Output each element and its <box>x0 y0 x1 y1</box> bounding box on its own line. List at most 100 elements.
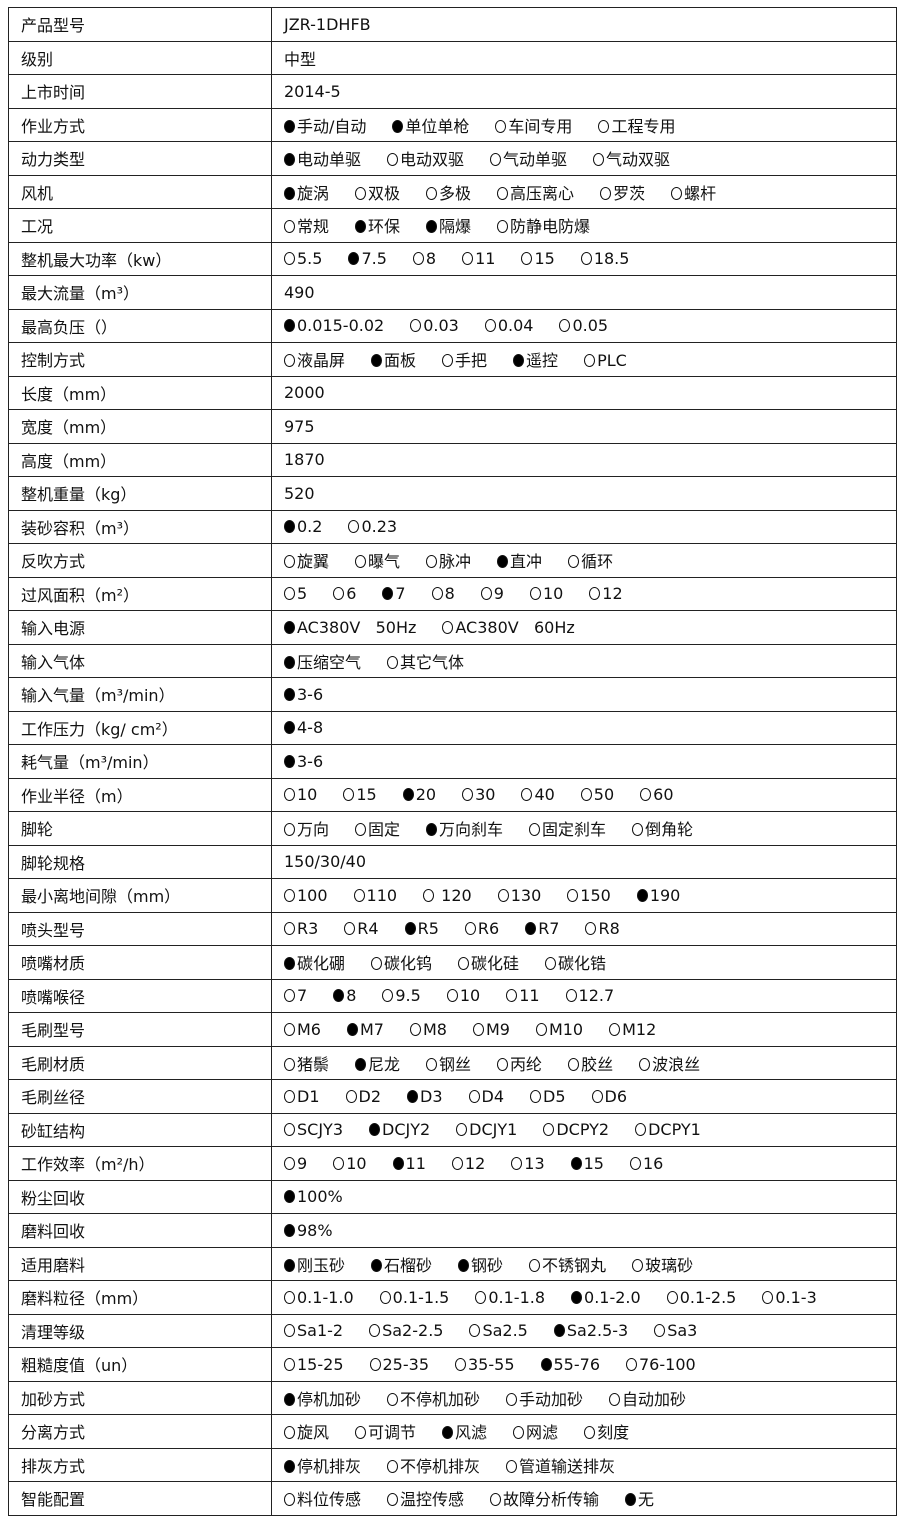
option-text: DCJY1 <box>469 1120 518 1140</box>
empty-circle-icon <box>545 957 557 971</box>
option-text: 0.03 <box>423 316 459 336</box>
option: 固定刹车 <box>529 816 606 840</box>
empty-circle-icon <box>462 788 474 802</box>
option-text: 100% <box>297 1187 343 1207</box>
option-text: 18.5 <box>593 249 630 269</box>
row-value: 3-6 <box>271 744 897 779</box>
empty-circle-icon <box>284 1089 295 1103</box>
row-value: 万向 固定 万向刹车 固定刹车 倒角轮 <box>271 811 897 846</box>
row-label: 粗糙度值（un） <box>8 1347 272 1382</box>
empty-circle-icon <box>409 1022 421 1036</box>
empty-circle-icon <box>598 119 610 133</box>
option-text: 98% <box>297 1220 333 1240</box>
option-text: 120 <box>436 885 472 905</box>
empty-circle-icon <box>521 788 533 802</box>
empty-circle-icon <box>589 587 601 601</box>
table-row: 喷嘴材质 碳化硼 碳化钨 碳化硅 碳化锆 <box>8 945 897 980</box>
empty-circle-icon <box>535 1022 547 1036</box>
empty-circle-icon <box>626 1357 637 1371</box>
empty-circle-icon <box>345 1089 357 1103</box>
filled-circle-icon <box>284 186 295 200</box>
empty-circle-icon <box>495 119 507 133</box>
option-text: 钢丝 <box>439 1054 472 1074</box>
empty-circle-icon <box>387 1392 399 1406</box>
option-text: 0.1-2.5 <box>679 1287 737 1307</box>
table-row: 整机最大功率（kw） 5.5 7.5 8 11 15 18.5 <box>8 241 897 276</box>
row-value: 5.5 7.5 8 11 15 18.5 <box>271 241 897 276</box>
option: 0.1-1.8 <box>475 1288 545 1307</box>
option: 11 <box>392 1154 426 1173</box>
empty-circle-icon <box>333 1156 345 1170</box>
empty-circle-icon <box>455 1357 466 1371</box>
option-text: R6 <box>477 919 500 939</box>
table-row: 工作效率（m²/h） 9 10 11 12 13 15 16 <box>8 1146 897 1181</box>
option: 不锈钢丸 <box>529 1252 606 1276</box>
empty-circle-icon <box>629 1156 641 1170</box>
filled-circle-icon <box>348 252 360 266</box>
row-label: 排灰方式 <box>8 1447 272 1482</box>
row-label: 最小离地间隙（mm） <box>8 878 272 913</box>
filled-circle-icon <box>284 721 295 735</box>
empty-circle-icon <box>353 888 365 902</box>
option: 7.5 <box>348 249 387 268</box>
row-label: 高度（mm） <box>8 442 272 477</box>
option: 40 <box>521 785 555 804</box>
row-value: 100 110 120 130 150 190 <box>271 878 897 913</box>
option-text: 波浪丝 <box>652 1054 701 1074</box>
empty-circle-icon <box>567 888 579 902</box>
row-label: 毛刷材质 <box>8 1045 272 1080</box>
option: 120 <box>423 886 472 905</box>
option-text: 隔爆 <box>439 217 472 237</box>
option: 碳化钨 <box>371 950 432 974</box>
empty-circle-icon <box>585 922 597 936</box>
option-text: 罗茨 <box>613 183 646 203</box>
option-text: DCPY2 <box>556 1120 610 1140</box>
filled-circle-icon <box>284 687 295 701</box>
option: 0.1-3 <box>762 1288 817 1307</box>
option-text: 9.5 <box>395 986 421 1006</box>
option: 0.1-1.0 <box>284 1288 354 1307</box>
table-row: 毛刷型号 M6 M7 M8 M9 M10 M12 <box>8 1012 897 1047</box>
option-text: D4 <box>481 1086 505 1106</box>
empty-circle-icon <box>333 587 345 601</box>
empty-circle-icon <box>387 1459 399 1473</box>
option-text: 12.7 <box>578 986 615 1006</box>
empty-circle-icon <box>348 520 360 534</box>
option: 12 <box>451 1154 485 1173</box>
option: 停机排灰 <box>284 1453 361 1477</box>
filled-circle-icon <box>371 1258 383 1272</box>
option: AC380V 60Hz <box>442 617 575 637</box>
option: 可调节 <box>355 1419 416 1443</box>
option-text: 16 <box>642 1153 664 1173</box>
option-text: 无 <box>638 1490 655 1510</box>
option: PLC <box>584 351 627 370</box>
option-text: AC380V 60Hz <box>455 617 575 637</box>
empty-circle-icon <box>632 1258 644 1272</box>
option-text: AC380V 50Hz <box>297 617 417 637</box>
filled-circle-icon <box>407 1089 418 1103</box>
option: 双极 <box>355 180 400 204</box>
option-text: R7 <box>538 919 560 939</box>
option: 气动单驱 <box>490 146 567 170</box>
empty-circle-icon <box>284 1123 295 1137</box>
empty-circle-icon <box>472 1022 484 1036</box>
option: 停机加砂 <box>284 1386 361 1410</box>
row-value: 5 6 7 8 9 10 12 <box>271 576 897 611</box>
option: DCJY2 <box>369 1120 430 1139</box>
option-text: M6 <box>297 1019 321 1039</box>
option-text: 万向刹车 <box>439 820 504 840</box>
option: 18.5 <box>580 249 630 269</box>
option-text: 管道输送排灰 <box>519 1456 616 1476</box>
option: 9 <box>480 584 504 603</box>
option-text: 旋风 <box>297 1423 330 1443</box>
empty-circle-icon <box>666 1290 678 1304</box>
option-text: 110 <box>366 885 398 905</box>
option: 遥控 <box>513 347 558 371</box>
option-text: 0.1-1.5 <box>392 1287 450 1307</box>
option: R3 <box>284 919 318 938</box>
option: 万向刹车 <box>426 816 503 840</box>
option: M8 <box>409 1020 447 1039</box>
empty-circle-icon <box>284 587 295 601</box>
option-text: 车间专用 <box>508 116 573 136</box>
row-value: D1 D2 D3 D4 D5 D6 <box>271 1079 897 1114</box>
